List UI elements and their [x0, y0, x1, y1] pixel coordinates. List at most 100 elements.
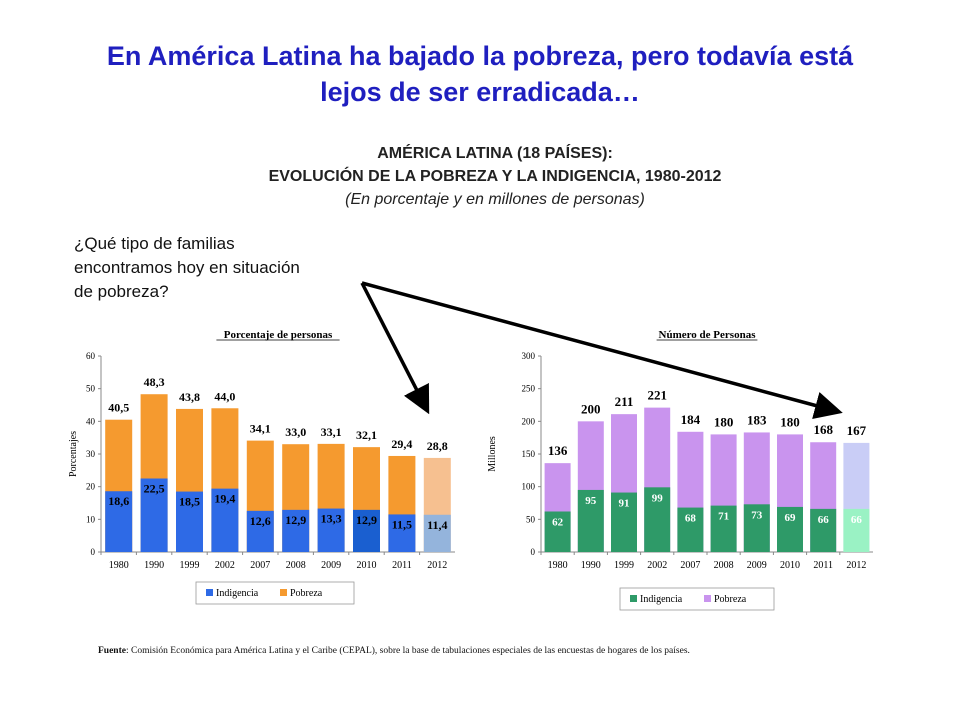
pobreza-value-label: 44,0 — [214, 389, 235, 403]
x-tick-label: 2007 — [680, 560, 700, 571]
indigencia-bar — [388, 514, 416, 552]
source-note: Fuente: Comisión Económica para América … — [98, 646, 898, 656]
indigencia-value-label: 69 — [785, 512, 797, 524]
chart-subtitle-topic: EVOLUCIÓN DE LA POBREZA Y LA INDIGENCIA,… — [268, 168, 722, 185]
y-axis-label: Porcentajes — [68, 431, 79, 477]
x-tick-label: 1990 — [144, 560, 164, 571]
pobreza-value-label: 211 — [615, 394, 634, 409]
legend-swatch-indigencia — [630, 595, 637, 602]
indigencia-value-label: 12,9 — [285, 513, 306, 527]
chart-subtitle-units: (En porcentaje y en millones de personas… — [345, 191, 645, 208]
indigencia-bar — [246, 510, 274, 552]
legend-box — [195, 581, 355, 605]
indigencia-value-label: 73 — [751, 509, 763, 521]
indigencia-bar — [743, 504, 770, 552]
pobreza-value-label: 180 — [780, 414, 800, 429]
pobreza-value-label: 32,1 — [356, 428, 377, 442]
x-tick-label: 2011 — [392, 560, 412, 571]
x-tick-label: 2011 — [813, 560, 833, 571]
question-line2: encontramos hoy en situación — [74, 258, 300, 277]
x-tick-label: 2007 — [250, 560, 270, 571]
legend-swatch-indigencia — [206, 589, 213, 596]
indigencia-bar — [282, 509, 310, 552]
pobreza-value-label: 136 — [548, 443, 568, 458]
indigencia-bar — [577, 489, 604, 552]
indigencia-value-label: 18,6 — [108, 494, 129, 508]
chart-title: Porcentaje de personas — [224, 329, 333, 341]
legend-label-indigencia: Indigencia — [640, 594, 683, 605]
indigencia-value-label: 12,9 — [356, 513, 377, 527]
pobreza-value-label: 183 — [747, 412, 767, 427]
indigencia-bar — [140, 478, 168, 552]
legend-label-pobreza: Pobreza — [714, 594, 747, 605]
pobreza-value-label: 34,1 — [250, 422, 271, 436]
x-tick-label: 2008 — [286, 560, 306, 571]
y-tick-label: 40 — [86, 416, 96, 426]
x-tick-label: 2012 — [846, 560, 866, 571]
indigencia-value-label: 11,4 — [427, 518, 447, 532]
indigencia-value-label: 99 — [652, 492, 664, 504]
y-tick-label: 10 — [86, 514, 96, 524]
x-tick-label: 1990 — [581, 560, 601, 571]
source-text: : Comisión Económica para América Latina… — [125, 646, 690, 656]
y-tick-label: 60 — [86, 351, 96, 361]
legend-label-indigencia: Indigencia — [216, 588, 259, 599]
y-axis-label: Millones — [487, 436, 498, 472]
indigencia-bar — [644, 487, 671, 552]
x-tick-label: 1999 — [180, 560, 200, 571]
indigencia-value-label: 91 — [619, 498, 630, 510]
legend: Indigencia Pobreza — [195, 581, 355, 605]
y-tick-label: 30 — [86, 449, 96, 459]
chart-right: Número de Personas Millones 0 50 100 150 200 25… — [487, 329, 873, 611]
indigencia-bar — [710, 505, 737, 552]
x-tick-label: 2010 — [357, 560, 377, 571]
pobreza-value-label: 168 — [813, 422, 833, 437]
x-tick-label: 2008 — [714, 560, 734, 571]
indigencia-bar — [353, 509, 380, 552]
arrow-to-right-chart — [361, 281, 843, 420]
indigencia-bar — [211, 488, 239, 552]
indigencia-bar — [544, 511, 571, 552]
legend-swatch-pobreza — [704, 595, 711, 602]
y-tick-label: 50 — [526, 514, 536, 524]
legend-box — [619, 587, 775, 611]
x-tick-label: 1980 — [109, 560, 129, 571]
x-tick-label: 2009 — [321, 560, 341, 571]
x-tick-label: 2012 — [427, 560, 447, 571]
pobreza-value-label: 33,0 — [285, 425, 306, 439]
pobreza-value-label: 43,8 — [179, 390, 200, 404]
indigencia-value-label: 66 — [851, 514, 863, 526]
y-tick-label: 20 — [86, 482, 96, 492]
indigencia-bar — [176, 491, 203, 552]
pobreza-value-label: 184 — [681, 412, 701, 427]
pobreza-value-label: 33,1 — [321, 425, 342, 439]
x-tick-label: 2010 — [780, 560, 800, 571]
legend-label-pobreza: Pobreza — [290, 588, 323, 599]
main-title-line1: En América Latina ha bajado la pobreza, … — [106, 41, 854, 71]
indigencia-value-label: 19,4 — [214, 492, 235, 506]
indigencia-value-label: 66 — [818, 514, 830, 526]
indigencia-bar — [611, 492, 637, 552]
indigencia-value-label: 22,5 — [144, 482, 165, 496]
y-tick-label: 0 — [91, 547, 96, 557]
y-tick-label: 150 — [522, 449, 536, 459]
indigencia-value-label: 95 — [585, 495, 597, 507]
y-tick-label: 100 — [522, 482, 536, 492]
arrow-to-left-chart — [360, 282, 430, 415]
y-tick-label: 300 — [522, 351, 536, 361]
indigencia-value-label: 11,5 — [392, 517, 412, 531]
indigencia-value-label: 62 — [552, 516, 564, 528]
indigencia-value-label: 12,6 — [250, 514, 271, 528]
indigencia-value-label: 13,3 — [321, 512, 342, 526]
x-tick-label: 2009 — [747, 560, 767, 571]
legend-swatch-pobreza — [280, 589, 287, 596]
question-line3: de pobreza? — [74, 282, 169, 301]
y-tick-label: 200 — [522, 416, 536, 426]
indigencia-value-label: 71 — [718, 511, 729, 523]
pobreza-value-label: 48,3 — [144, 375, 165, 389]
indigencia-value-label: 18,5 — [179, 495, 200, 509]
x-tick-label: 1999 — [614, 560, 634, 571]
chart-left: Porcentaje de personas Porcentajes 0 10 20 30… — [68, 329, 455, 605]
indigencia-bar — [317, 508, 345, 552]
